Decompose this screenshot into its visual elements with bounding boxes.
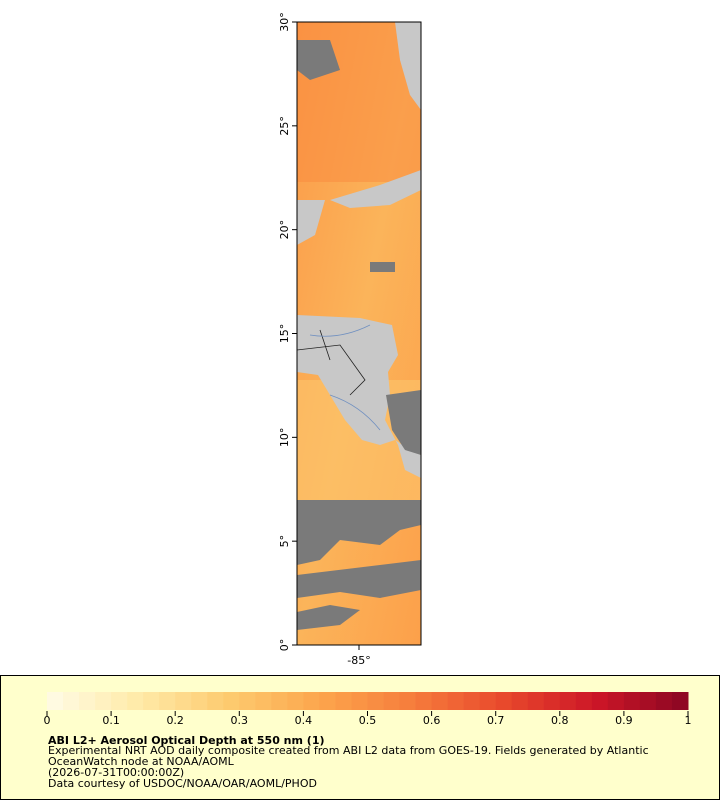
color-swatch — [47, 692, 64, 710]
legend-title: ABI L2+ Aerosol Optical Depth at 550 nm … — [48, 734, 325, 747]
color-swatch — [239, 692, 256, 710]
color-swatch — [639, 692, 657, 710]
color-swatch — [575, 692, 593, 710]
color-swatch — [479, 692, 497, 710]
color-swatch — [415, 692, 433, 710]
colorbar-tick-label: 0.9 — [615, 714, 633, 727]
map-image — [296, 21, 422, 646]
color-swatch — [159, 692, 176, 710]
colorbar-tick-label: 0.2 — [166, 714, 184, 727]
color-swatch — [559, 692, 577, 710]
color-swatch — [287, 692, 304, 710]
colorbar-tick-label: 0 — [44, 714, 51, 727]
color-swatch — [319, 692, 336, 710]
color-swatch — [591, 692, 609, 710]
legend-line: (2026-07-31T00:00:00Z) — [48, 766, 184, 779]
color-swatch — [111, 692, 128, 710]
color-swatch — [191, 692, 208, 710]
colorbar-tick-label: 1 — [685, 714, 692, 727]
color-swatch — [399, 692, 417, 710]
color-swatch — [255, 692, 272, 710]
color-swatch — [527, 692, 545, 710]
color-swatch — [303, 692, 320, 710]
colorbar-tick-label: 0.3 — [231, 714, 249, 727]
color-swatch — [143, 692, 160, 710]
lon-tick-label: -85° — [347, 654, 370, 667]
colorbar-tick-label: 0.7 — [487, 714, 505, 727]
color-swatch — [335, 692, 352, 710]
lat-tick-label: 15° — [278, 324, 291, 344]
colorbar-tick-label: 0.6 — [423, 714, 441, 727]
color-swatch — [223, 692, 240, 710]
color-swatch — [63, 692, 80, 710]
color-swatch — [127, 692, 144, 710]
color-swatch — [607, 692, 625, 710]
colorbar-tick-label: 0.5 — [359, 714, 377, 727]
color-swatch — [543, 692, 561, 710]
color-swatch — [447, 692, 465, 710]
lat-tick-label: 30° — [278, 12, 291, 32]
color-swatch — [623, 692, 641, 710]
color-swatch — [463, 692, 481, 710]
color-swatch — [383, 692, 401, 710]
color-swatch — [511, 692, 529, 710]
color-swatch — [431, 692, 449, 710]
lat-tick-label: 0° — [278, 639, 291, 652]
colorbar-tick-label: 0.1 — [102, 714, 120, 727]
legend-line: OceanWatch node at NOAA/AOML — [48, 755, 235, 768]
colorbar-tick-label: 0.8 — [551, 714, 569, 727]
color-swatch — [207, 692, 224, 710]
color-swatch — [655, 692, 673, 710]
color-swatch — [367, 692, 385, 710]
color-swatch — [175, 692, 192, 710]
colorbar-tick-label: 0.4 — [295, 714, 313, 727]
color-swatch — [271, 692, 288, 710]
legend-line: Data courtesy of USDOC/NOAA/OAR/AOML/PHO… — [48, 777, 317, 790]
lat-tick-label: 20° — [278, 220, 291, 240]
color-swatch — [95, 692, 112, 710]
color-swatch — [351, 692, 368, 710]
lat-tick-label: 10° — [278, 428, 291, 448]
color-swatch — [671, 692, 689, 710]
color-swatch — [495, 692, 513, 710]
color-swatch — [79, 692, 96, 710]
legend-line: Experimental NRT AOD daily composite cre… — [48, 744, 649, 757]
lat-tick-label: 25° — [278, 116, 291, 136]
lat-tick-label: 5° — [278, 535, 291, 548]
